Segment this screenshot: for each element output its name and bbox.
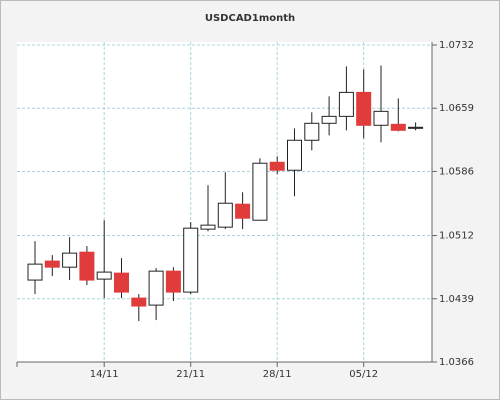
candle-body	[131, 297, 147, 307]
band	[17, 298, 432, 362]
candle-body	[27, 263, 43, 281]
x-tick-label: 21/11	[176, 369, 205, 380]
candle-body	[235, 203, 251, 219]
y-tick-label: 1.0512	[439, 231, 474, 242]
y-tick-label: 1.0439	[439, 294, 474, 305]
candle-body	[183, 227, 199, 293]
chart-title: USDCAD1month	[205, 13, 295, 24]
candle-body	[165, 270, 181, 293]
y-tick-label: 1.0366	[439, 357, 474, 368]
candle-body	[321, 115, 337, 124]
candle-body	[356, 91, 372, 126]
y-tick-label: 1.0586	[439, 166, 474, 177]
candle-body	[44, 260, 60, 268]
x-tick-label: 05/12	[349, 369, 378, 380]
candle-body	[373, 110, 389, 126]
candle-body	[287, 139, 302, 171]
candle-body	[148, 270, 164, 306]
candle-body	[79, 251, 95, 281]
y-tick-label: 1.0659	[439, 103, 474, 114]
candle-body	[338, 91, 354, 117]
candle-body	[62, 252, 78, 268]
y-tick-label: 1.0732	[439, 40, 474, 51]
candle-body	[304, 122, 320, 141]
candle-body	[252, 162, 268, 221]
candle-body	[269, 161, 285, 171]
candle-body	[217, 202, 233, 228]
candle-body	[114, 272, 129, 293]
x-tick-label: 28/11	[263, 369, 292, 380]
x-tick-label: 14/11	[90, 369, 119, 380]
candle-body	[408, 126, 424, 129]
candle-body	[200, 224, 216, 230]
candle-body	[390, 123, 406, 131]
candle-body	[96, 271, 112, 280]
